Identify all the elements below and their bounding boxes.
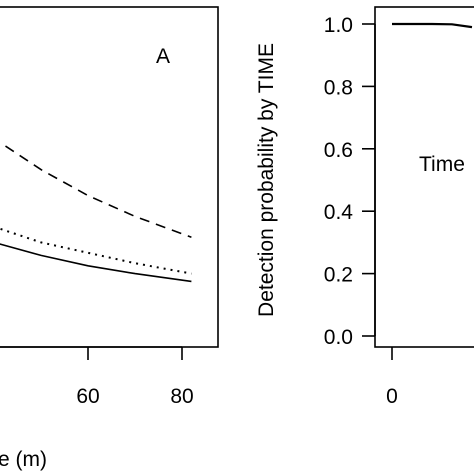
panel-b-series-group	[392, 22, 473, 29]
panel-b-y-tick-label-0.4: 0.4	[324, 201, 354, 224]
panel-a-x-tick-label-60: 60	[76, 385, 99, 408]
panel-b-y-tick-label-0.0: 0.0	[324, 326, 353, 349]
panel-a-series-group	[0, 141, 192, 283]
panel-a-series-dashed-line	[0, 141, 192, 238]
panel-b-annotation: Time	[419, 153, 465, 176]
panel-a-x-tick-label-80: 80	[170, 385, 193, 408]
panel-a-series-dotted-line	[0, 227, 192, 275]
panel-b-y-axis-title: Detection probability by TIME	[255, 43, 278, 317]
panel-b-series-line	[392, 22, 473, 29]
panel-a-label: A	[156, 45, 170, 68]
panel-a-frame	[0, 6, 219, 348]
panel-b-y-tick-label-0.2: 0.2	[324, 264, 353, 287]
panel-a-x-axis-title: e (m)	[0, 448, 47, 471]
panel-b-frame	[374, 6, 474, 348]
panel-b-y-tick-label-0.6: 0.6	[324, 139, 353, 162]
panel-b-y-tick-label-0.8: 0.8	[324, 76, 353, 99]
panel-b-x-tick-label-0: 0	[386, 385, 398, 408]
panel-b-y-tick-label-1.0: 1.0	[324, 14, 353, 37]
panel-a-series-solid-line	[0, 243, 192, 283]
panel-b-y-ticks: 0.0 0.2 0.4 0.6 0.8 1.0	[324, 14, 375, 349]
